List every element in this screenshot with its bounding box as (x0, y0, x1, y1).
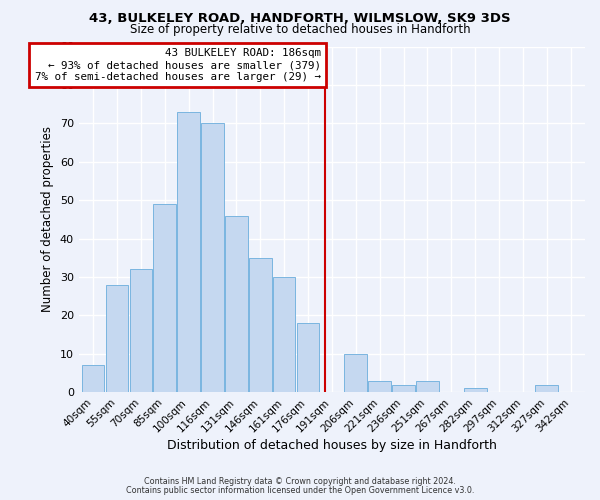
Bar (296, 323, 319, 392)
Bar (130, 270, 152, 392)
Text: Contains HM Land Registry data © Crown copyright and database right 2024.: Contains HM Land Registry data © Crown c… (144, 477, 456, 486)
Y-axis label: Number of detached properties: Number of detached properties (41, 126, 54, 312)
Bar (154, 204, 176, 392)
Bar (201, 124, 224, 392)
Bar (82, 366, 104, 392)
Bar (106, 284, 128, 392)
Bar (225, 216, 248, 392)
Bar (535, 384, 558, 392)
Text: 43 BULKELEY ROAD: 186sqm
← 93% of detached houses are smaller (379)
7% of semi-d: 43 BULKELEY ROAD: 186sqm ← 93% of detach… (35, 48, 320, 82)
Bar (464, 388, 487, 392)
X-axis label: Distribution of detached houses by size in Handforth: Distribution of detached houses by size … (167, 440, 497, 452)
Bar (368, 380, 391, 392)
Bar (273, 277, 295, 392)
Bar (416, 380, 439, 392)
Bar (344, 354, 367, 392)
Bar (249, 258, 272, 392)
Bar (392, 384, 415, 392)
Text: 43, BULKELEY ROAD, HANDFORTH, WILMSLOW, SK9 3DS: 43, BULKELEY ROAD, HANDFORTH, WILMSLOW, … (89, 12, 511, 26)
Bar (178, 112, 200, 392)
Text: Contains public sector information licensed under the Open Government Licence v3: Contains public sector information licen… (126, 486, 474, 495)
Text: Size of property relative to detached houses in Handforth: Size of property relative to detached ho… (130, 24, 470, 36)
